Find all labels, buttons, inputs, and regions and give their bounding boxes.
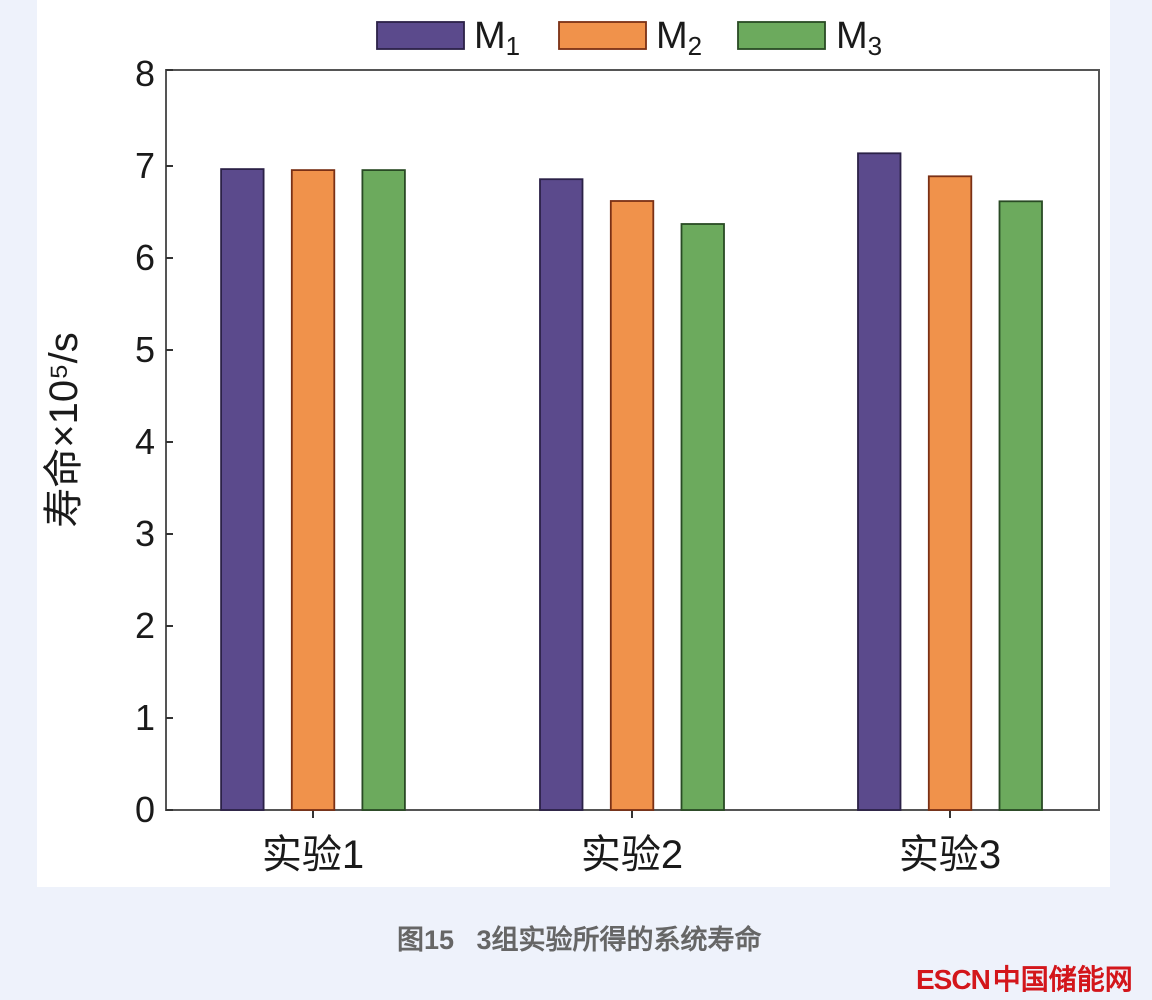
svg-text:2: 2: [135, 605, 155, 646]
svg-text:实验2: 实验2: [581, 833, 683, 877]
svg-text:M2: M2: [656, 15, 702, 61]
svg-text:8: 8: [135, 53, 155, 94]
svg-text:5: 5: [135, 329, 155, 370]
svg-text:M3: M3: [836, 15, 882, 61]
svg-text:M1: M1: [474, 15, 520, 61]
svg-text:6: 6: [135, 237, 155, 278]
svg-text:7: 7: [135, 145, 155, 186]
svg-text:1: 1: [135, 697, 155, 738]
svg-text:0: 0: [135, 789, 155, 830]
svg-text:实验3: 实验3: [899, 833, 1001, 877]
svg-text:3: 3: [135, 513, 155, 554]
svg-text:实验1: 实验1: [262, 833, 364, 877]
svg-text:4: 4: [135, 421, 155, 462]
svg-text:寿命×10⁵/s: 寿命×10⁵/s: [42, 332, 86, 528]
